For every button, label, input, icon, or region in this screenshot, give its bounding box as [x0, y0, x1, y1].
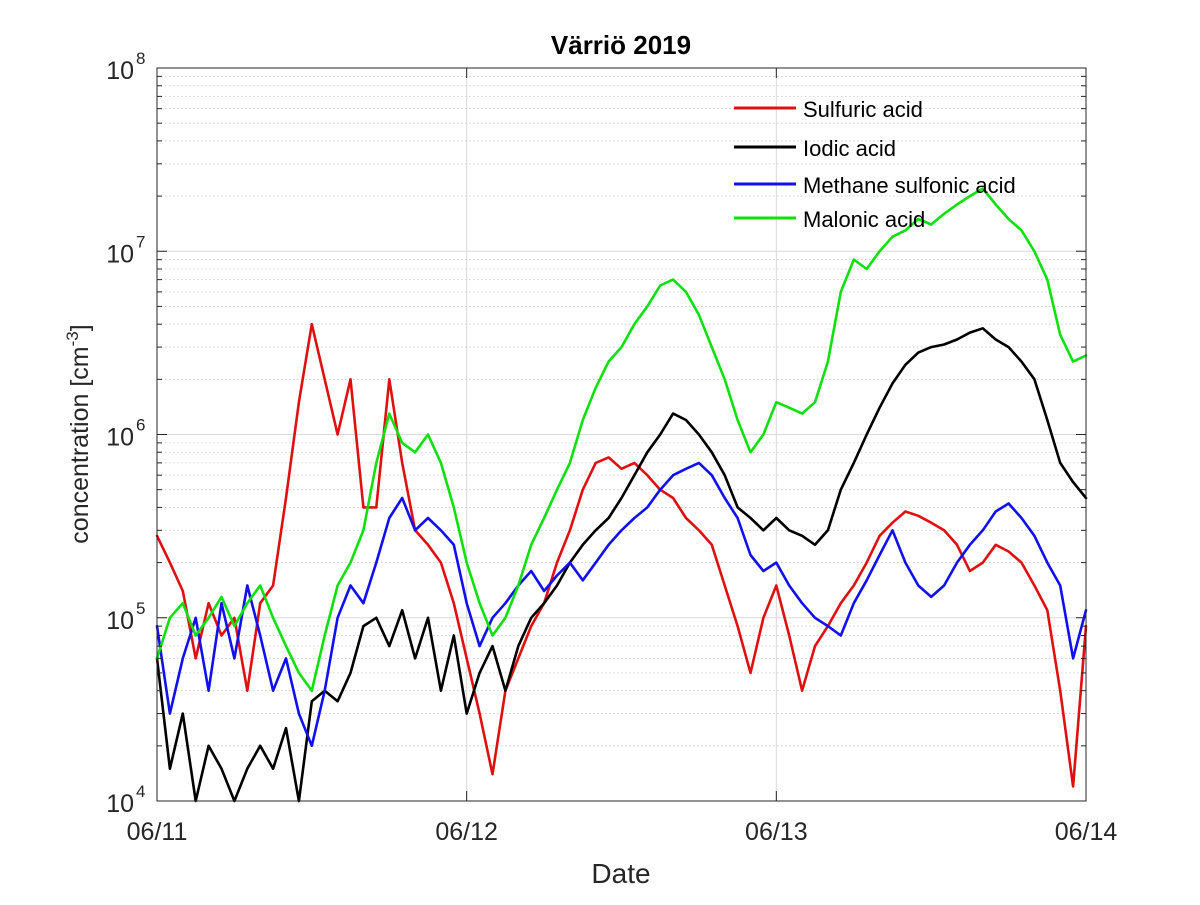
y-tick-label: 10 — [106, 790, 134, 818]
y-tick-label-base: 10 — [106, 57, 134, 85]
x-tick-labels: 06/11 06/12 06/13 06/14 — [127, 818, 1118, 846]
y-tick-label-base: 10 — [106, 424, 134, 452]
y-tick-label-exponent: 8 — [136, 49, 145, 68]
series-line-methane-sulfonic-acid — [155, 461, 1088, 748]
y-tick-label: 10 — [106, 57, 134, 85]
minor-grid — [157, 75, 1086, 747]
legend-label-malonic-acid: Malonic acid — [803, 207, 925, 232]
tick-marks — [156, 67, 1087, 802]
y-tick-label-base: 10 — [106, 790, 134, 818]
y-tick-label-exponent: 6 — [136, 416, 145, 435]
series-line-sulfuric-acid — [155, 322, 1088, 788]
y-tick-label-base: 10 — [106, 607, 134, 635]
x-axis-label: Date — [591, 858, 650, 889]
legend: Sulfuric acid Iodic acid Methane sulfoni… — [734, 97, 1016, 232]
y-axis-label-superscript: -3 — [63, 331, 82, 346]
x-tick-label: 06/13 — [745, 818, 808, 846]
y-tick-label-exponent: 5 — [136, 599, 145, 618]
legend-label-methane-sulfonic-acid: Methane sulfonic acid — [803, 173, 1016, 198]
legend-label-iodic-acid: Iodic acid — [803, 136, 896, 161]
y-axis-label: concentration [cm-3] — [63, 324, 94, 543]
y-tick-label-base: 10 — [106, 240, 134, 268]
y-axis-label-main: concentration [cm — [66, 346, 94, 543]
x-tick-label: 06/12 — [435, 818, 498, 846]
series-line-iodic-acid — [155, 326, 1088, 803]
y-tick-label-exponent: 4 — [136, 782, 145, 801]
y-tick-label-exponent: 7 — [136, 232, 145, 251]
x-tick-label: 06/14 — [1055, 818, 1118, 846]
y-axis-label-close: ] — [66, 324, 94, 331]
series-layer — [155, 187, 1088, 803]
y-tick-label: 10 — [106, 607, 134, 635]
y-tick-label: 10 — [106, 240, 134, 268]
series-line-malonic-acid — [155, 187, 1088, 693]
legend-label-sulfuric-acid: Sulfuric acid — [803, 97, 923, 122]
chart-title: Värriö 2019 — [551, 30, 691, 60]
x-tick-label: 06/11 — [127, 818, 188, 846]
y-tick-label: 10 — [106, 424, 134, 452]
